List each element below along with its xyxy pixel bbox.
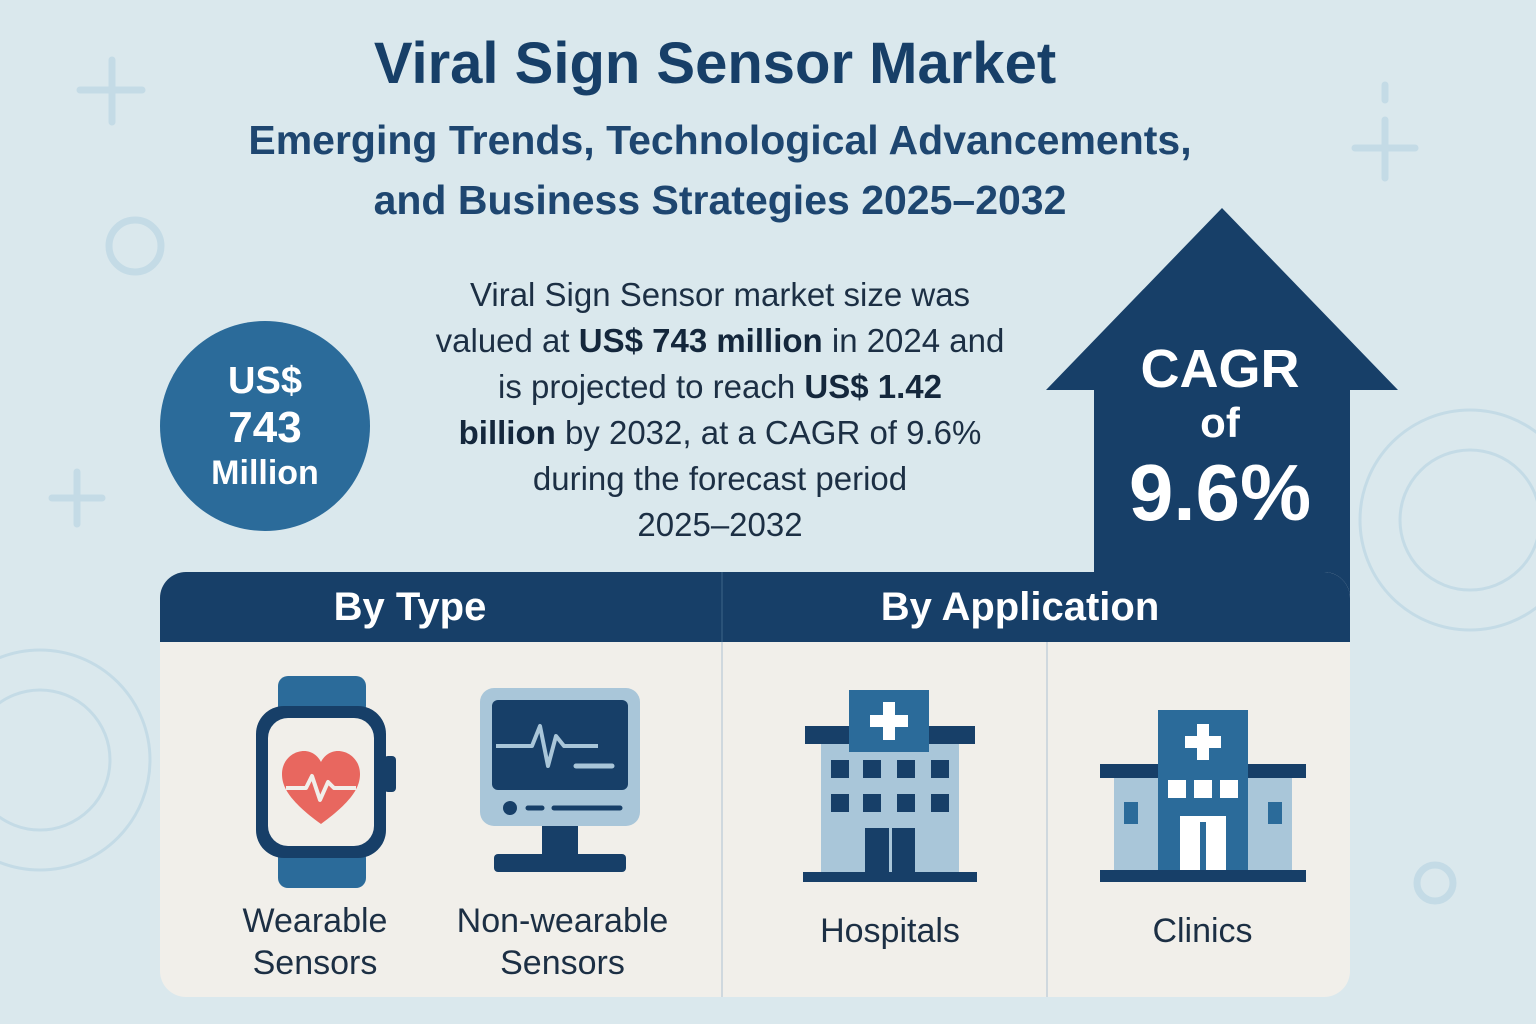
type-item-label: Sensors <box>500 944 625 982</box>
summary-line-4: billion by 2032, at a CAGR of 9.6% <box>380 410 1060 456</box>
subtitle-line-1: Emerging Trends, Technological Advanceme… <box>248 117 1192 163</box>
type-item-label: Sensors <box>252 944 378 982</box>
clinic-building-icon <box>1100 710 1306 882</box>
type-item-label: Wearable <box>242 902 388 940</box>
summary-text: in 2024 and <box>822 322 1005 359</box>
by-application-heading: By Application <box>880 585 1160 629</box>
type-item-wearable: Wearable Sensors <box>200 900 430 984</box>
summary-line-6: 2025–2032 <box>380 502 1060 548</box>
cagr-value: 9.6% <box>1128 448 1312 537</box>
subtitle-line-2: and Business Strategies 2025–2032 <box>373 177 1067 223</box>
vital-monitor-icon <box>480 688 640 872</box>
market-size-badge: US$ 743 Million <box>160 321 370 531</box>
summary-value-2032: US$ 1.42 <box>804 368 942 405</box>
column-divider <box>1046 642 1048 997</box>
market-size-currency: US$ <box>228 360 302 402</box>
summary-text: 2025–2032 <box>637 506 803 543</box>
column-divider <box>721 642 723 997</box>
summary-line-3: is projected to reach US$ 1.42 <box>380 364 1060 410</box>
summary-text: Viral Sign Sensor market size was <box>469 276 971 313</box>
smartwatch-heart-icon <box>256 676 396 888</box>
cagr-label: CAGR <box>1140 339 1300 399</box>
type-item-non-wearable: Non-wearable Sensors <box>440 900 685 984</box>
summary-text: during the forecast period <box>532 460 908 497</box>
growth-arrow-icon <box>1046 208 1398 628</box>
cagr-callout: CAGR of 9.6% <box>1100 340 1340 538</box>
summary-text: is projected to reach <box>498 368 805 405</box>
page-title: Viral Sign Sensor Market <box>373 31 1057 96</box>
market-size-unit: Million <box>211 454 319 492</box>
by-type-heading: By Type <box>333 585 487 629</box>
summary-value-unit: billion <box>458 414 556 451</box>
summary-line-5: during the forecast period <box>380 456 1060 502</box>
segmentation-panel: By Type By Application Wearable Sensors … <box>160 572 1350 997</box>
summary-text: valued at <box>435 322 579 359</box>
summary-line-2: valued at US$ 743 million in 2024 and <box>380 318 1060 364</box>
application-item-clinics: Clinics <box>1152 912 1253 950</box>
hospital-building-icon <box>803 690 977 882</box>
application-item-hospitals: Hospitals <box>820 912 960 950</box>
summary-line-1: Viral Sign Sensor market size was <box>380 272 1060 318</box>
summary-value-2024: US$ 743 million <box>578 322 823 359</box>
summary-text: by 2032, at a CAGR of 9.6% <box>555 414 982 451</box>
segmentation-header <box>160 572 1350 642</box>
type-item-label: Non-wearable <box>456 902 669 940</box>
market-summary: Viral Sign Sensor market size was valued… <box>380 272 1060 548</box>
page-subtitle: Emerging Trends, Technological Advanceme… <box>0 110 1440 230</box>
cagr-of: of <box>1200 399 1240 446</box>
market-size-value: 743 <box>228 403 302 452</box>
